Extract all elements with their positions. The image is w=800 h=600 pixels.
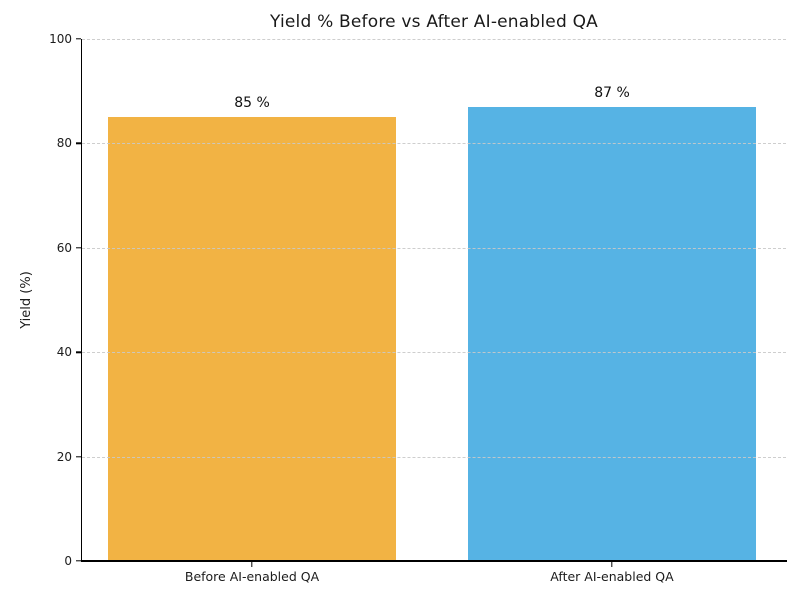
bar-value-label: 87 % bbox=[594, 84, 630, 101]
bar-2 bbox=[468, 106, 756, 561]
y-tick-mark bbox=[76, 247, 81, 249]
y-tick-mark bbox=[76, 455, 81, 458]
bar-value-label: 85 % bbox=[234, 95, 270, 112]
bar-1 bbox=[108, 117, 396, 561]
gridline-20 bbox=[82, 456, 786, 458]
gridline-60 bbox=[82, 247, 786, 249]
chart-title: Yield % Before vs After AI-enabled QA bbox=[270, 12, 598, 32]
y-tick-mark bbox=[76, 560, 81, 562]
y-tick-label: 100 bbox=[49, 32, 72, 46]
x-tick-label: After AI-enabled QA bbox=[550, 569, 674, 584]
x-tick-mark bbox=[251, 562, 253, 567]
x-axis-spine bbox=[80, 560, 787, 562]
y-tick-mark bbox=[76, 38, 81, 40]
y-tick-label: 60 bbox=[56, 240, 72, 255]
y-tick-mark bbox=[76, 351, 81, 353]
y-tick-mark bbox=[76, 142, 81, 145]
x-tick-mark bbox=[611, 562, 613, 567]
gridline-80 bbox=[82, 143, 786, 145]
y-tick-label: 20 bbox=[56, 449, 72, 464]
gridline-40 bbox=[82, 352, 786, 354]
y-tick-label: 80 bbox=[56, 136, 72, 151]
x-tick-label: Before AI-enabled QA bbox=[184, 569, 320, 584]
y-axis-label: Yield (%) bbox=[19, 271, 34, 329]
y-tick-label: 40 bbox=[56, 345, 72, 360]
y-tick-label: 0 bbox=[64, 554, 72, 568]
gridline-100 bbox=[82, 39, 786, 40]
y-axis-spine bbox=[80, 39, 82, 561]
